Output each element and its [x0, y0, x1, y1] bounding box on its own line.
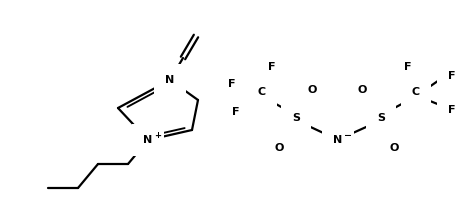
Text: C: C	[258, 87, 266, 97]
Text: F: F	[448, 71, 456, 81]
Text: N: N	[333, 135, 343, 145]
Text: O: O	[389, 143, 399, 153]
Text: −: −	[344, 131, 352, 140]
Text: N: N	[165, 75, 174, 85]
Text: S: S	[292, 113, 300, 123]
Text: C: C	[412, 87, 420, 97]
Text: O: O	[274, 143, 283, 153]
Text: +: +	[154, 131, 161, 140]
Text: F: F	[228, 79, 236, 89]
Text: F: F	[404, 62, 412, 72]
Text: O: O	[307, 85, 317, 95]
Text: F: F	[232, 107, 240, 117]
Text: F: F	[448, 105, 456, 115]
Text: S: S	[377, 113, 385, 123]
Text: F: F	[268, 62, 276, 72]
Text: N: N	[143, 135, 153, 145]
Text: O: O	[357, 85, 367, 95]
